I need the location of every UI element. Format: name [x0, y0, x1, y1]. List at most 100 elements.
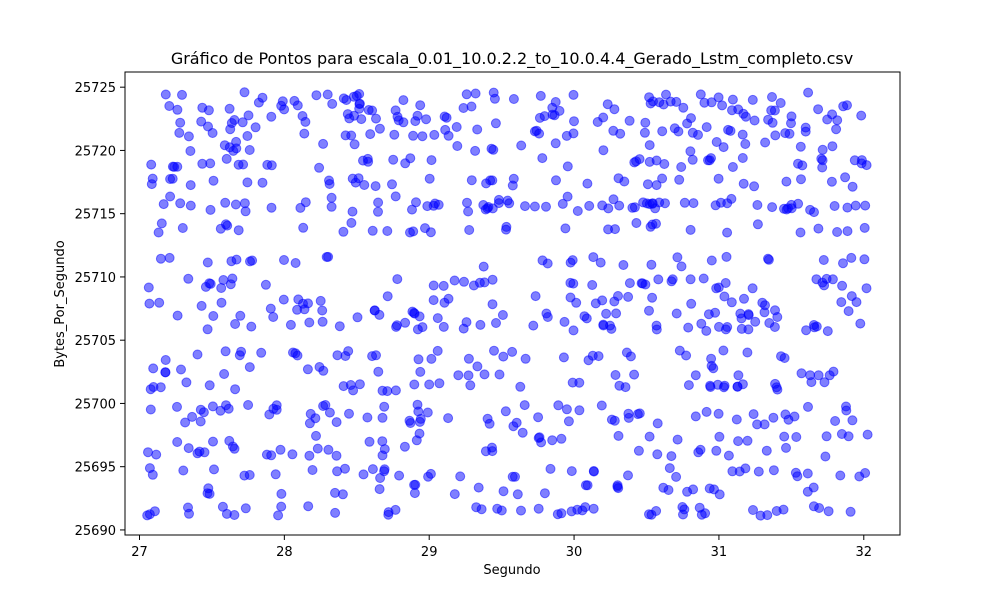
data-point	[202, 324, 213, 335]
data-point	[714, 321, 724, 332]
data-point	[292, 350, 303, 361]
data-point	[392, 320, 402, 331]
data-point	[322, 89, 333, 100]
data-point	[520, 353, 531, 364]
data-point	[708, 363, 719, 374]
data-point	[420, 223, 430, 234]
data-point	[235, 310, 246, 321]
data-point	[690, 411, 701, 422]
data-point	[160, 367, 171, 378]
data-point	[738, 178, 749, 189]
data-point	[562, 161, 573, 172]
data-point	[786, 118, 796, 129]
data-point	[242, 177, 253, 188]
data-point	[633, 445, 644, 456]
data-point	[271, 400, 282, 411]
data-point	[158, 199, 169, 210]
data-point	[556, 508, 567, 519]
data-point	[838, 258, 848, 269]
data-point	[320, 400, 331, 410]
data-point	[466, 101, 477, 112]
data-point	[225, 279, 236, 290]
data-point	[177, 223, 188, 233]
data-point	[208, 311, 219, 321]
data-point	[462, 197, 472, 208]
data-point	[608, 125, 619, 136]
data-point	[614, 200, 625, 211]
data-point	[334, 321, 345, 332]
data-point	[795, 227, 806, 238]
data-point	[719, 380, 730, 391]
data-point	[736, 323, 747, 334]
data-point	[279, 255, 289, 265]
data-point	[231, 254, 242, 265]
data-point	[722, 227, 733, 238]
data-point	[658, 482, 669, 493]
data-point	[733, 436, 744, 447]
data-point	[742, 347, 753, 358]
data-point	[347, 206, 358, 217]
data-point	[344, 408, 354, 419]
data-point	[623, 412, 634, 423]
data-point	[726, 297, 737, 308]
data-point	[340, 351, 351, 361]
data-point	[587, 280, 598, 290]
data-point	[438, 321, 449, 332]
data-point	[644, 140, 655, 151]
data-point	[257, 92, 268, 103]
data-point	[425, 468, 436, 479]
data-point	[710, 307, 721, 318]
data-point	[631, 156, 642, 167]
data-point	[195, 416, 206, 427]
data-point	[270, 469, 281, 480]
data-point	[414, 311, 425, 322]
data-point	[504, 198, 515, 209]
data-point	[770, 305, 780, 316]
data-point	[489, 345, 499, 356]
data-point	[565, 277, 576, 288]
data-point	[382, 291, 393, 302]
data-point	[737, 129, 748, 140]
data-point	[303, 298, 313, 309]
data-point	[687, 154, 698, 165]
data-point	[367, 105, 378, 116]
data-point	[556, 433, 567, 444]
data-point	[819, 280, 830, 291]
data-point	[783, 414, 794, 425]
data-point	[174, 127, 185, 138]
data-point	[408, 130, 419, 141]
data-point	[651, 155, 662, 166]
data-point	[303, 501, 314, 512]
data-point	[230, 319, 241, 329]
x-axis-ticks: 27 28 29 30 31 32	[131, 535, 872, 560]
data-point	[197, 102, 208, 113]
data-point	[233, 159, 244, 170]
data-point	[588, 252, 599, 263]
data-point	[667, 274, 678, 285]
data-point	[753, 466, 764, 477]
data-point	[537, 153, 548, 164]
data-point	[387, 179, 397, 190]
data-point	[311, 430, 321, 441]
data-point	[318, 138, 329, 149]
data-point	[740, 139, 751, 149]
data-point	[580, 502, 591, 513]
data-point	[230, 199, 241, 210]
data-point	[829, 201, 840, 211]
data-point	[428, 295, 439, 306]
data-point	[459, 276, 469, 287]
data-point	[723, 124, 734, 135]
data-point	[183, 443, 194, 454]
data-point	[845, 506, 856, 517]
data-point	[820, 451, 831, 462]
data-point	[613, 430, 624, 441]
data-point	[624, 115, 635, 126]
data-point	[405, 153, 416, 164]
data-point	[651, 320, 662, 331]
data-point	[762, 510, 773, 521]
data-point	[671, 308, 682, 319]
data-point	[172, 401, 182, 412]
data-point	[721, 251, 732, 262]
data-point	[557, 198, 568, 209]
data-point	[817, 144, 828, 155]
